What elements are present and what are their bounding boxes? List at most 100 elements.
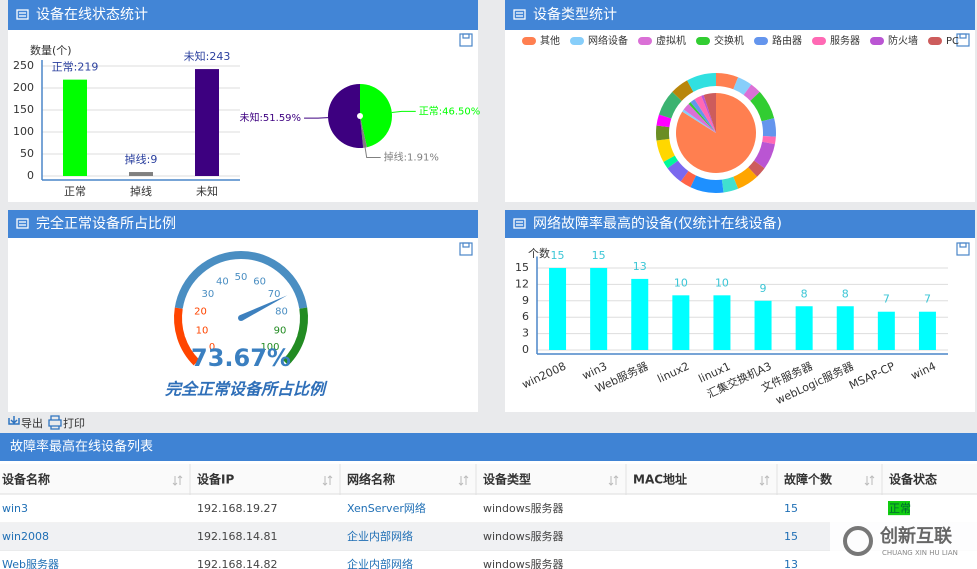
table-title: 故障率最高在线设备列表 [10,439,153,455]
table-cell[interactable]: 企业内部网络 [347,557,413,569]
ring-segment [733,167,758,189]
ring-segment [658,91,682,119]
print-button[interactable]: 打印 [48,415,85,430]
pie-slice [701,94,716,133]
pie-slice [682,109,716,133]
gauge-tick [291,308,300,311]
y-tick-label: 9 [522,294,529,307]
gauge-tick [184,333,193,337]
data-label: 10 [674,276,688,289]
ring-segment [761,118,776,137]
y-tick-label: 3 [522,327,529,340]
table-header-bar [0,433,977,461]
ring-segment [672,80,694,101]
gauge-tick-label: 40 [216,276,229,287]
pie-slice [675,93,756,173]
x-tick-label: 掉线 [130,184,152,198]
gauge-tick-label: 80 [275,307,288,318]
table-cell: windows服务器 [483,530,563,543]
ring-segment [663,155,678,169]
gauge-tick-label: 50 [235,272,248,283]
gauge-tick-label: 30 [201,289,214,300]
legend-swatch [870,37,884,45]
table-row [0,523,977,551]
ring-segment [680,171,696,188]
panel-title: 设备类型统计 [533,6,617,23]
ring-segment [656,125,670,141]
export-button[interactable]: 导出 [8,416,43,430]
gauge-tick-label: 90 [274,326,287,337]
panel-title: 完全正常设备所占比例 [36,215,176,232]
y-tick-label: 0 [27,169,34,182]
gauge-tick [281,282,290,289]
bar [877,311,895,350]
legend-label: 网络设备 [588,34,628,47]
table-cell[interactable]: XenServer网络 [347,501,426,515]
table-cell[interactable]: 15 [784,530,798,543]
data-label: 7 [883,293,890,306]
gauge-tick [182,308,191,311]
table-cell: 192.168.14.82 [197,558,277,569]
sort-icon [864,475,875,486]
pie-slice [360,84,393,148]
gauge-tick-label: 100 [260,342,279,353]
data-label: 13 [633,260,647,273]
bar [918,311,936,350]
gauge-band [282,307,308,366]
column-header: 设备名称 [2,472,50,487]
y-tick-label: 0 [522,343,529,356]
table-cell[interactable]: win2008 [2,530,49,543]
y-axis-label: 数量(个) [30,44,72,57]
table-cell[interactable]: 企业内部网络 [347,529,413,543]
y-tick-label: 50 [20,147,34,160]
sort-icon [322,475,333,486]
ring-segment [667,160,689,182]
table-cell: windows服务器 [483,502,563,515]
legend-label: 路由器 [772,34,802,47]
status-badge [888,501,910,516]
column-header: 设备IP [197,472,234,487]
table-cell[interactable]: 13 [784,558,798,569]
panel-title: 网络故障率最高的设备(仅统计在线设备) [533,215,782,232]
panel-header [8,210,478,238]
print-label[interactable]: 打印 [63,416,85,430]
pie-slice [683,103,716,133]
legend-swatch [570,37,584,45]
pie-slice [703,93,716,133]
save-icons[interactable] [459,33,970,256]
data-label: 未知:243 [184,49,231,63]
gauge-hub [238,315,244,321]
data-label: 7 [924,293,931,306]
legend-swatch [638,37,652,45]
legend-label: 服务器 [830,34,860,47]
bar [549,267,567,350]
table-cell[interactable]: win3 [2,502,28,515]
bar [836,306,854,350]
pie-hole [357,113,363,119]
bar [590,267,608,350]
y-tick-label: 250 [13,59,34,72]
leader-line [391,110,416,113]
ring-segment [721,176,739,193]
ring-segment [687,73,716,92]
gauge-caption: 完全正常设备所占比例 [165,380,328,399]
gauge-value: 73.67% [191,344,291,372]
table-cell[interactable]: Web服务器 [2,558,59,569]
table-cell[interactable]: 15 [784,502,798,515]
legend-swatch [696,37,710,45]
gauge-tick [213,265,219,273]
export-label[interactable]: 导出 [21,416,43,430]
ring-segment [748,160,765,177]
bar [672,295,690,350]
gauge-tick-label: 70 [268,289,281,300]
table-row [0,551,977,569]
gauge-pointer [239,295,288,321]
watermark-box [830,515,977,569]
gauge-tick [289,333,298,337]
legend-label: 防火墙 [888,34,918,47]
watermark-logo [843,526,873,556]
gauge-tick [276,353,284,361]
pie-slice [688,102,716,133]
gauge-tick-label: 0 [209,342,215,353]
